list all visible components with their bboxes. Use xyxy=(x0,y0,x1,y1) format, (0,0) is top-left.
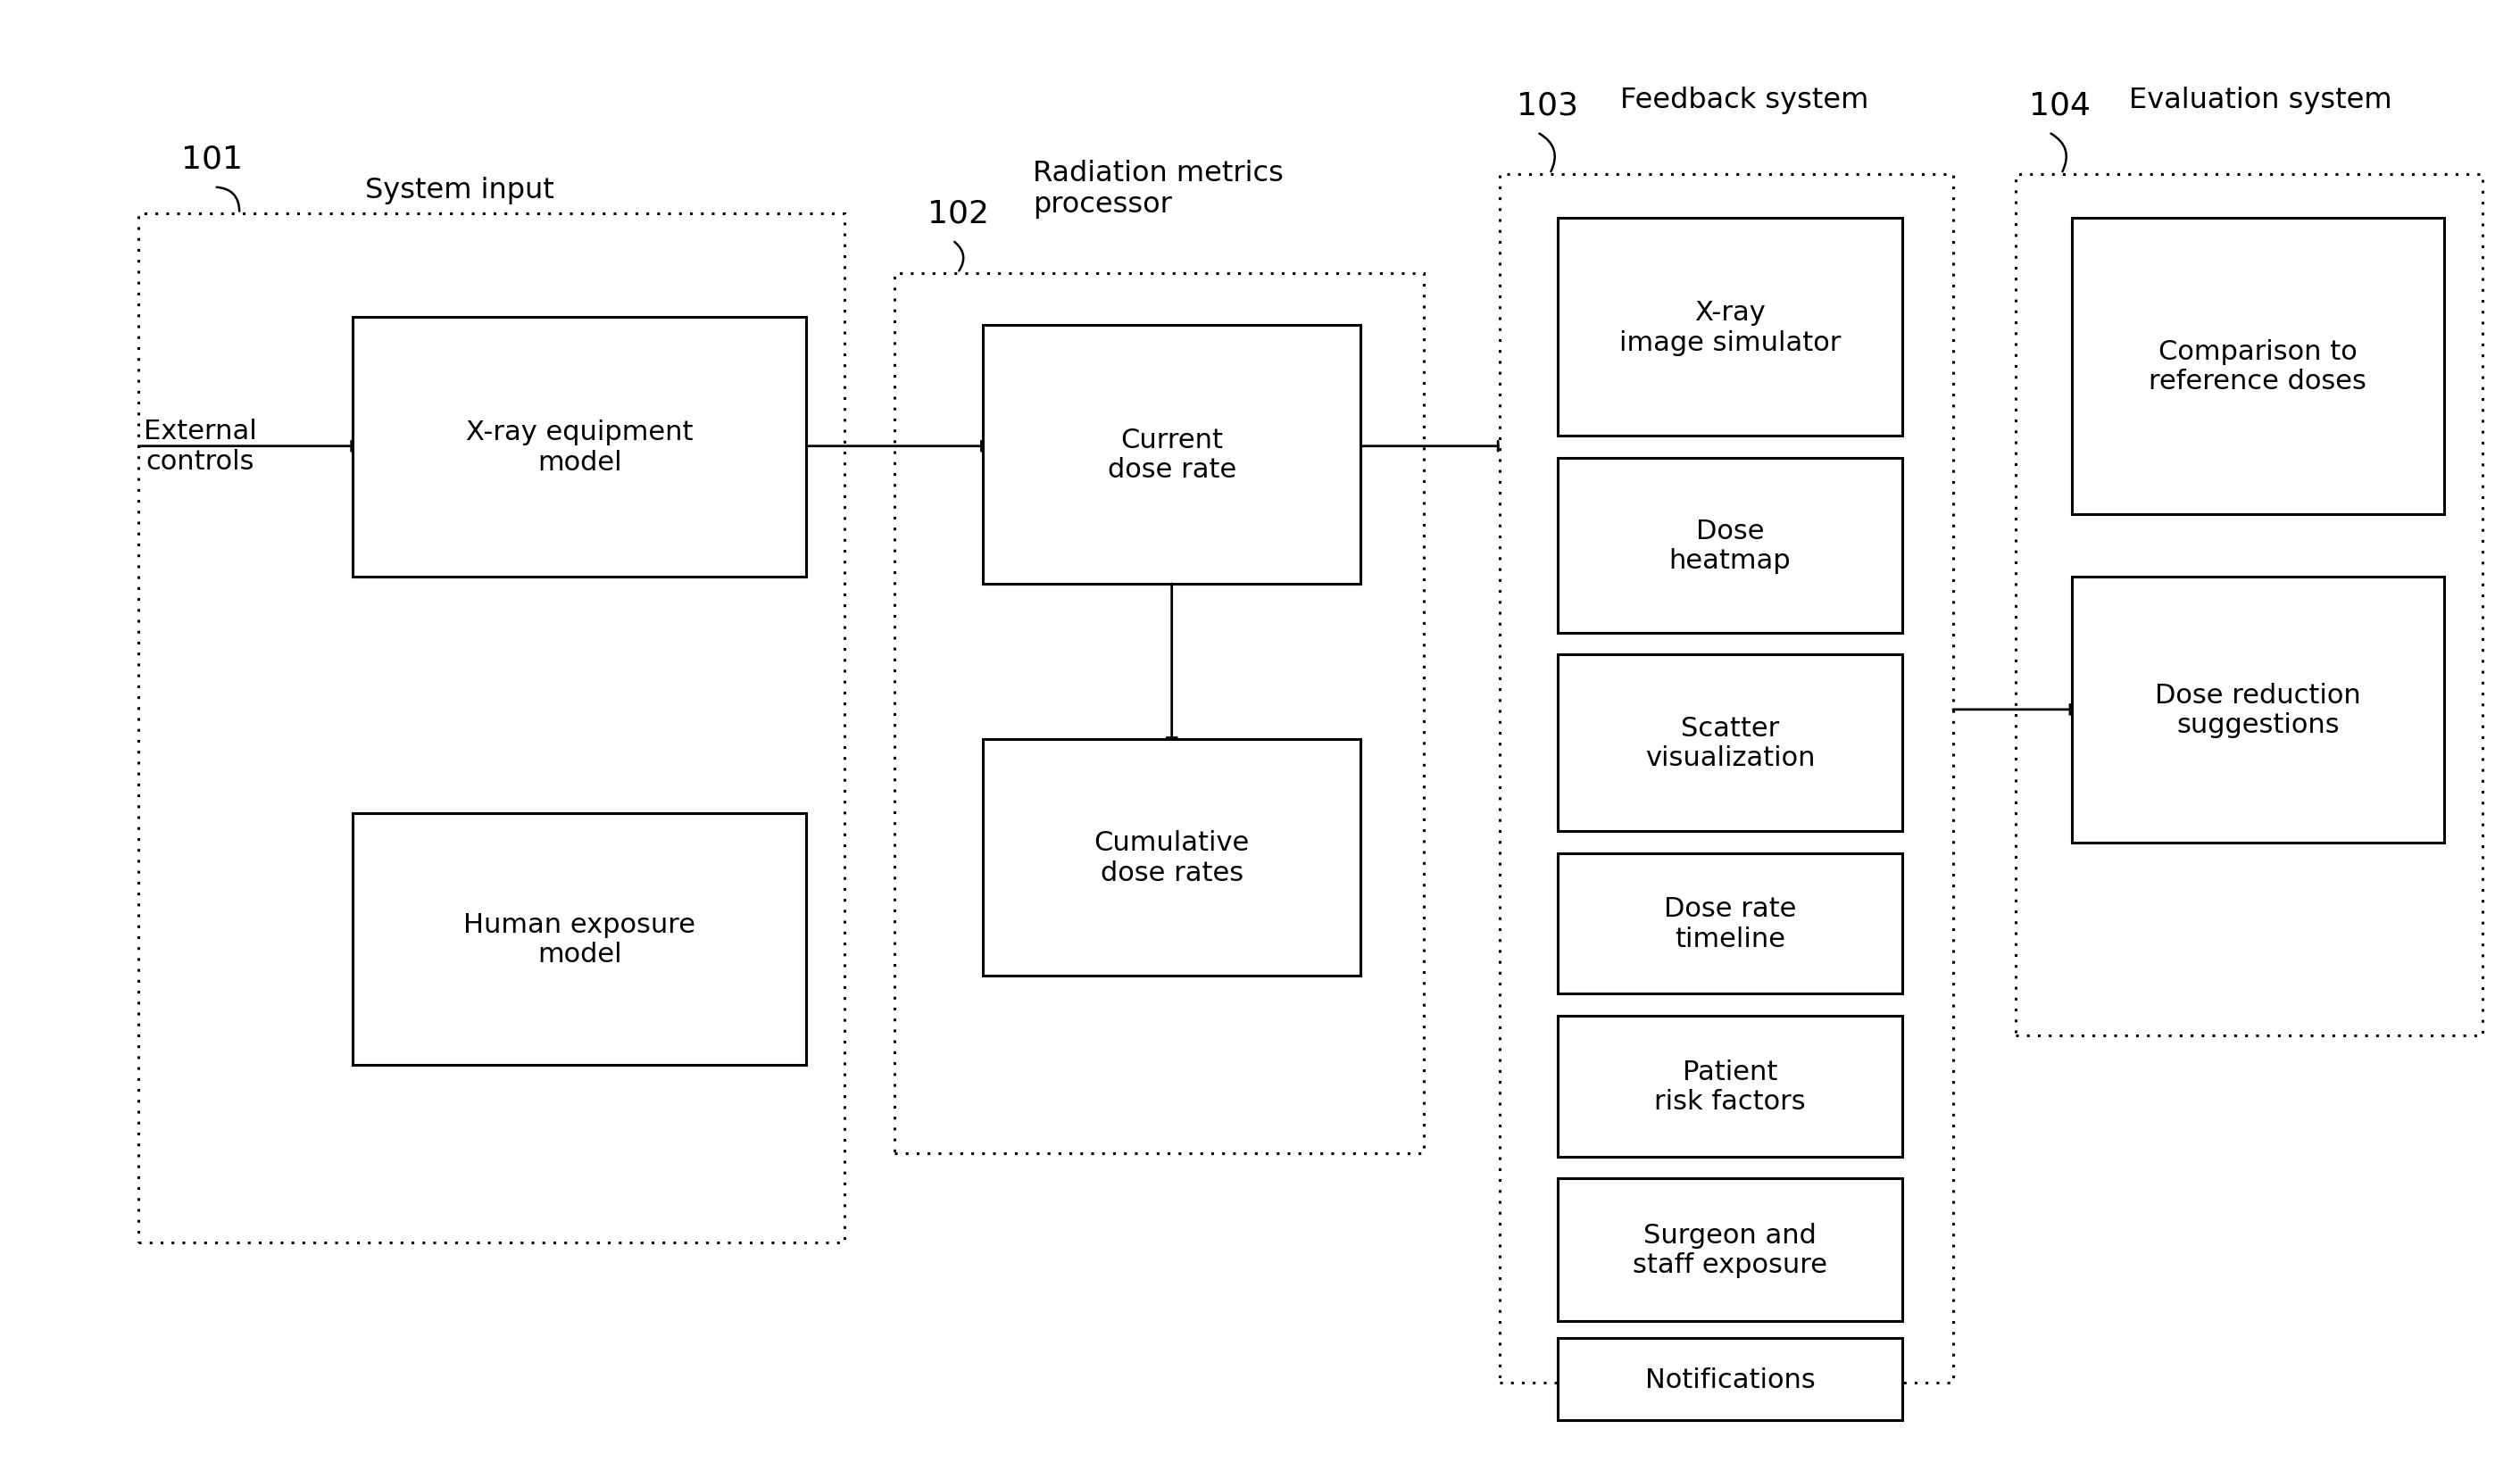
Text: Radiation metrics
processor: Radiation metrics processor xyxy=(1033,160,1283,219)
Text: X-ray equipment
model: X-ray equipment model xyxy=(466,420,693,475)
Text: 101: 101 xyxy=(181,143,242,175)
Text: Surgeon and
staff exposure: Surgeon and staff exposure xyxy=(1633,1222,1827,1278)
Text: 104: 104 xyxy=(2029,90,2089,121)
Bar xyxy=(1499,175,1953,1383)
FancyArrowPatch shape xyxy=(1540,135,1555,173)
Text: Cumulative
dose rates: Cumulative dose rates xyxy=(1094,830,1250,886)
Text: External
controls: External controls xyxy=(144,419,257,475)
FancyArrowPatch shape xyxy=(217,188,239,211)
FancyArrowPatch shape xyxy=(2051,135,2066,173)
Text: Evaluation system: Evaluation system xyxy=(2129,86,2391,114)
Bar xyxy=(983,740,1361,976)
Bar xyxy=(1557,655,1903,831)
Bar xyxy=(1557,458,1903,633)
Bar xyxy=(983,325,1361,584)
Text: Dose rate
timeline: Dose rate timeline xyxy=(1663,896,1797,951)
Text: System input: System input xyxy=(365,176,554,204)
FancyArrowPatch shape xyxy=(955,243,963,272)
Bar xyxy=(353,813,806,1065)
Bar xyxy=(1557,1016,1903,1157)
Bar xyxy=(1557,1338,1903,1420)
Text: Human exposure
model: Human exposure model xyxy=(464,911,696,967)
Text: Comparison to
reference doses: Comparison to reference doses xyxy=(2150,339,2366,395)
Text: Dose reduction
suggestions: Dose reduction suggestions xyxy=(2155,682,2361,738)
Text: Scatter
visualization: Scatter visualization xyxy=(1646,716,1814,771)
Bar xyxy=(353,318,806,577)
Bar xyxy=(895,274,1424,1154)
Bar xyxy=(1557,1179,1903,1321)
Text: 103: 103 xyxy=(1517,90,1578,121)
Text: Notifications: Notifications xyxy=(1646,1367,1814,1392)
Text: X-ray
image simulator: X-ray image simulator xyxy=(1620,300,1840,355)
Bar xyxy=(139,214,844,1242)
Bar xyxy=(2071,219,2444,515)
Text: Current
dose rate: Current dose rate xyxy=(1106,427,1237,482)
Text: 102: 102 xyxy=(927,198,988,229)
Bar xyxy=(2071,577,2444,843)
Text: Feedback system: Feedback system xyxy=(1620,86,1870,114)
Bar xyxy=(1557,853,1903,994)
Bar xyxy=(1557,219,1903,436)
Bar xyxy=(2016,175,2482,1035)
Text: Patient
risk factors: Patient risk factors xyxy=(1653,1059,1807,1114)
Text: Dose
heatmap: Dose heatmap xyxy=(1668,518,1792,574)
